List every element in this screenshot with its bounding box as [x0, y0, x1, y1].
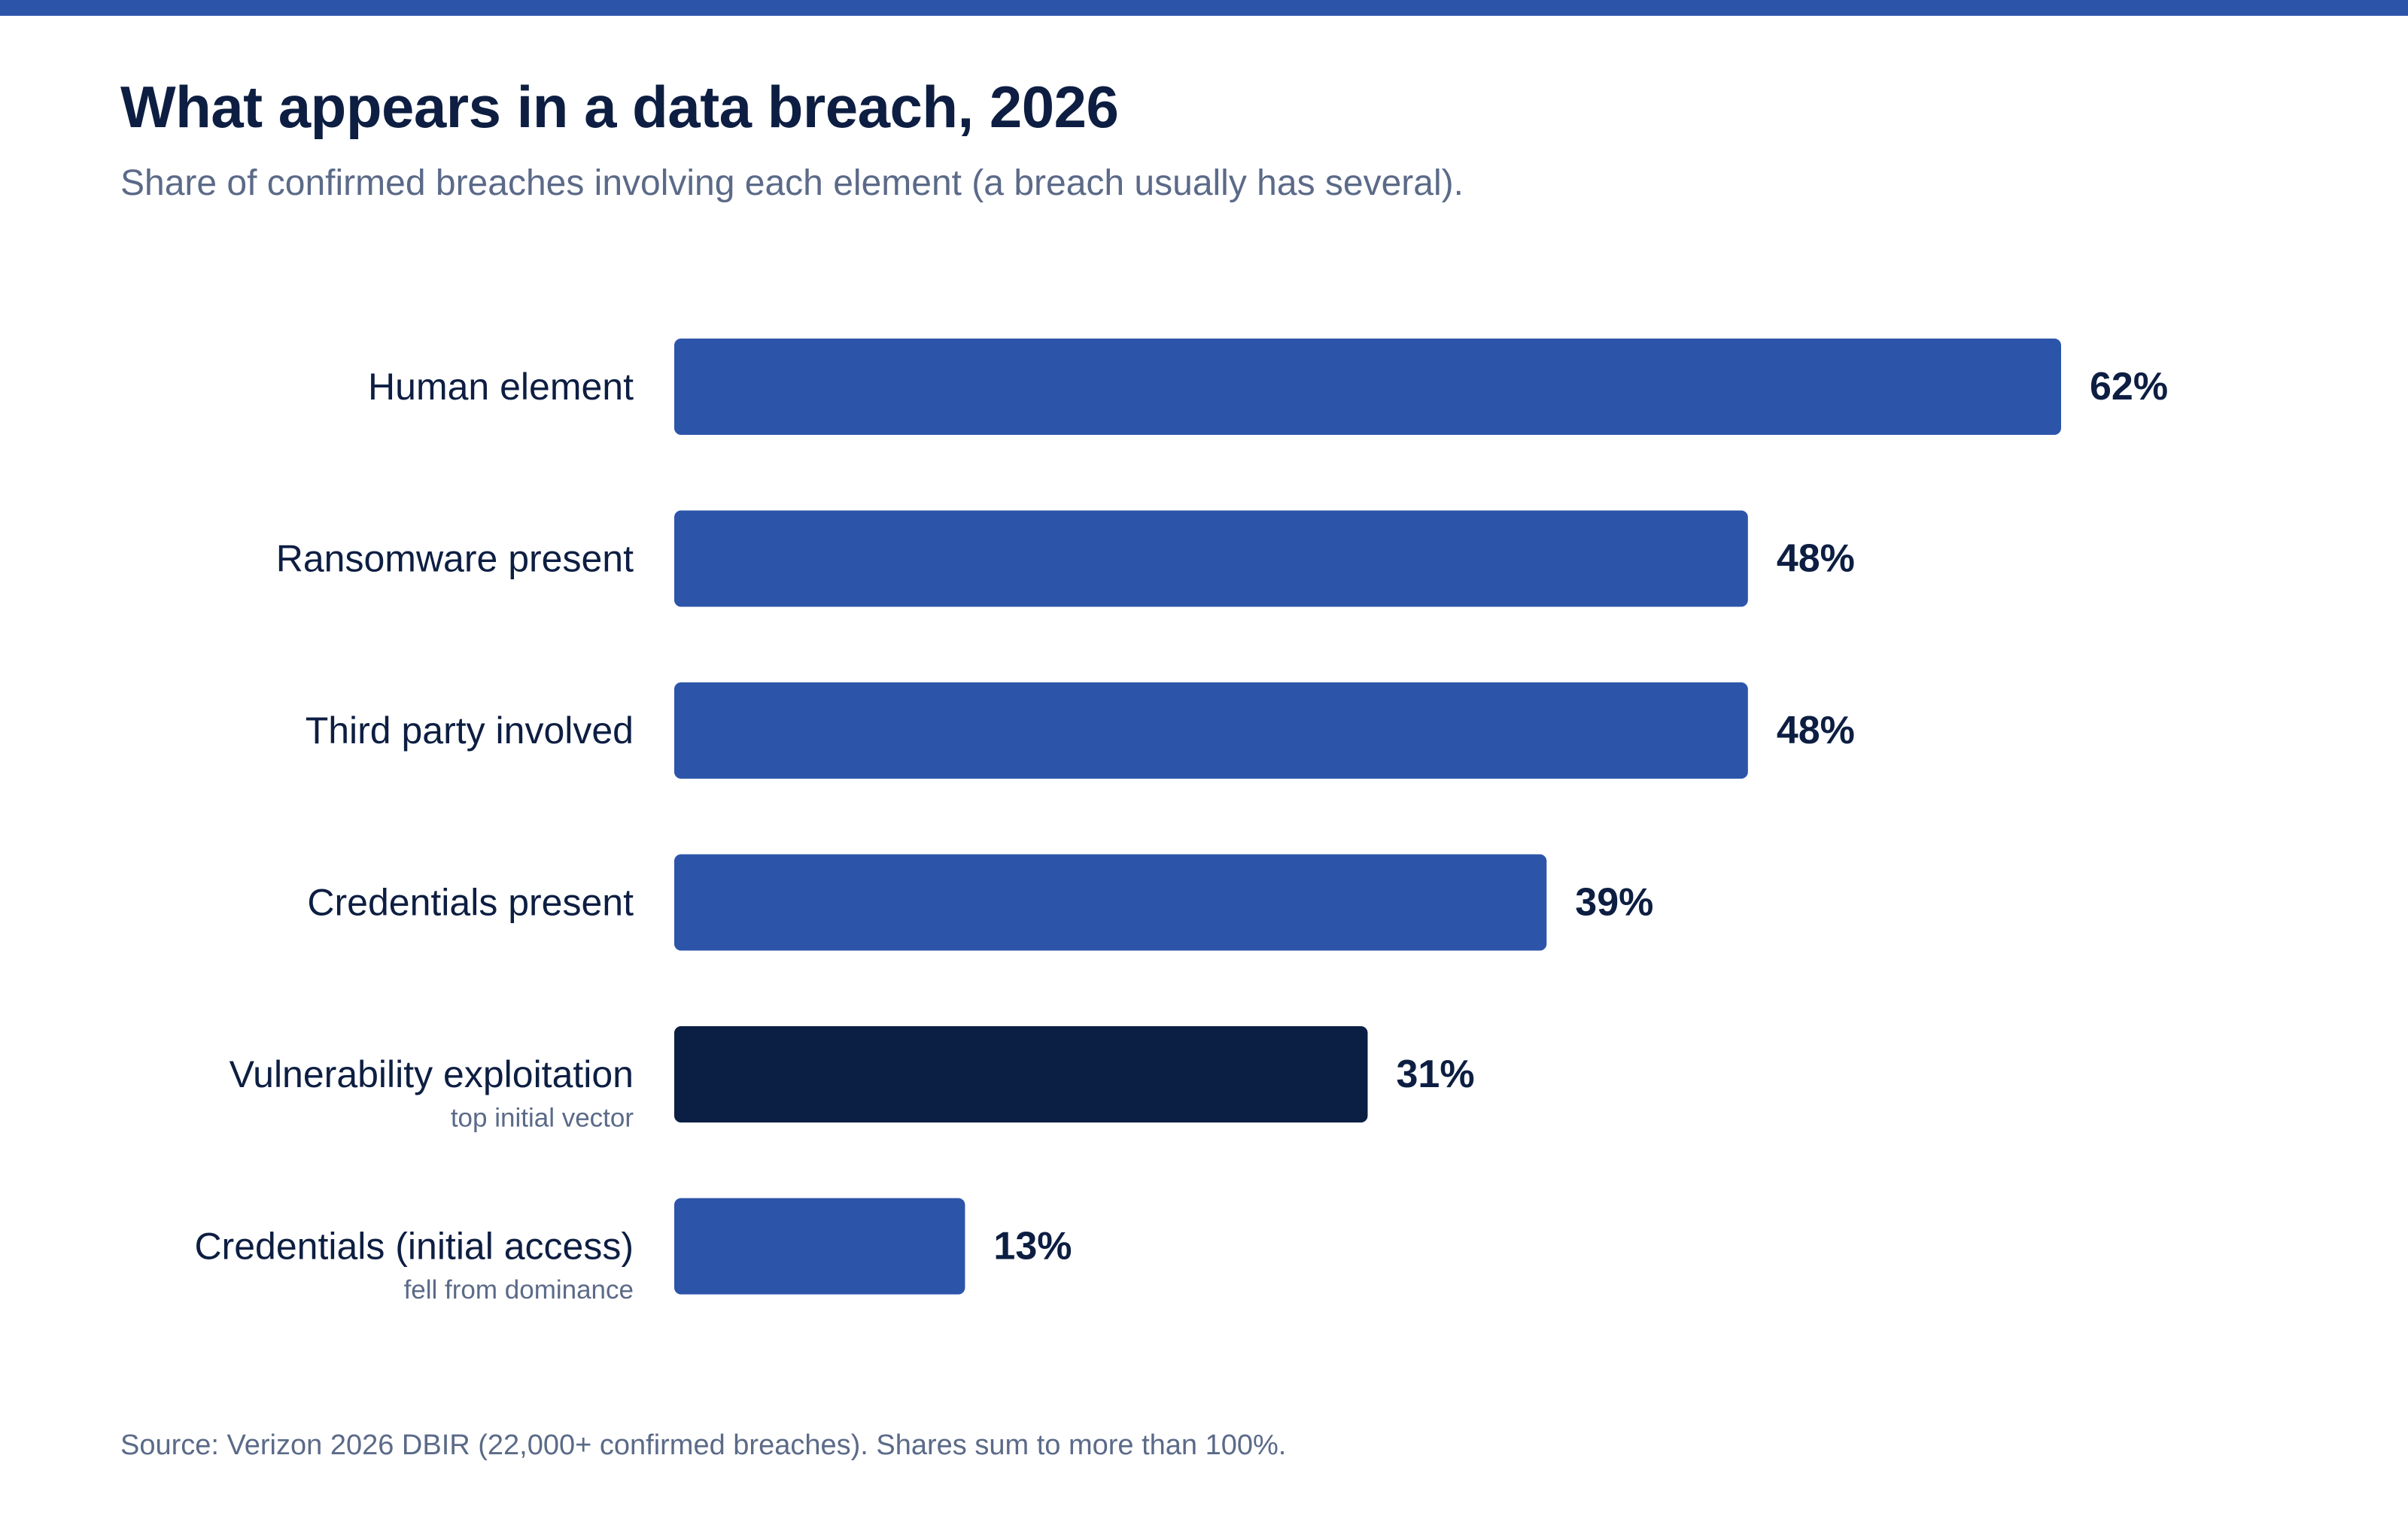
bar-credentials-present [674, 854, 1547, 951]
category-label-credentials-initial-access: Credentials (initial access) [194, 1226, 634, 1268]
category-note-credentials-initial-access: fell from dominance [404, 1275, 634, 1305]
category-label-vulnerability-exploitation: Vulnerability exploitation [230, 1053, 634, 1095]
bar-ransomware-present [674, 510, 1748, 607]
chart-subtitle: Share of confirmed breaches involving ea… [120, 163, 1464, 203]
bar-human-element [674, 339, 2061, 435]
value-label-ransomware-present: 48% [1777, 537, 1855, 581]
bar-credentials-initial-access [674, 1198, 965, 1295]
category-note-vulnerability-exploitation: top initial vector [451, 1104, 634, 1133]
category-label-human-element: Human element [368, 366, 634, 408]
top-accent-rule [0, 0, 2408, 16]
category-label-credentials-present: Credentials present [307, 882, 634, 924]
bar-chart: Human element 62% Ransomware present 48% Thi… [194, 339, 2168, 1305]
chart-title: What appears in a data breach, 2026 [120, 74, 1119, 140]
category-label-ransomware-present: Ransomware present [276, 538, 634, 580]
value-label-vulnerability-exploitation: 31% [1397, 1053, 1475, 1096]
value-label-credentials-initial-access: 13% [993, 1225, 1072, 1268]
source-note: Source: Verizon 2026 DBIR (22,000+ confi… [120, 1429, 1287, 1461]
value-label-human-element: 62% [2090, 365, 2168, 409]
bar-third-party-involved [674, 682, 1748, 779]
value-label-credentials-present: 39% [1575, 881, 1653, 925]
category-label-third-party-involved: Third party involved [306, 709, 634, 752]
bar-vulnerability-exploitation [674, 1026, 1368, 1122]
value-label-third-party-involved: 48% [1777, 709, 1855, 752]
